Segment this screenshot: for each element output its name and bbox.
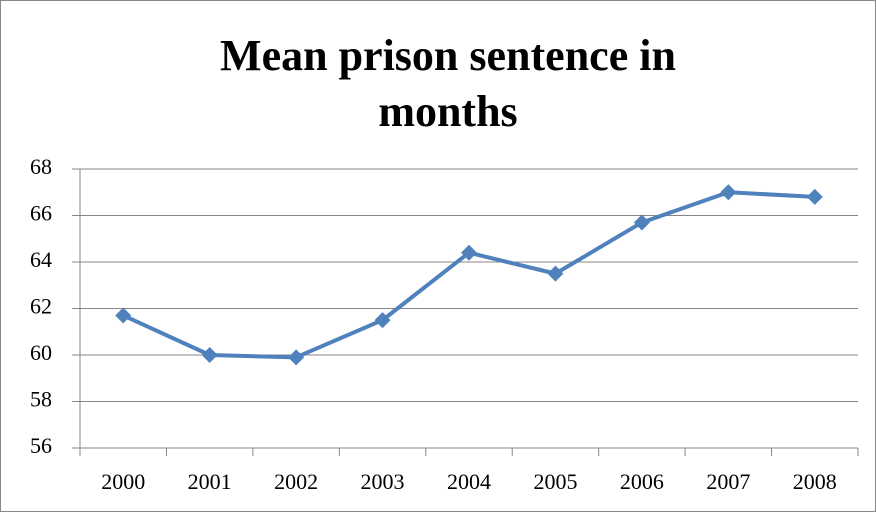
data-point: [633, 214, 650, 231]
y-tick-label: 58: [30, 387, 52, 412]
y-tick-label: 60: [30, 340, 52, 365]
x-tick-label: 2006: [620, 469, 664, 494]
x-tick-label: 2008: [793, 469, 837, 494]
data-point: [547, 265, 564, 282]
y-tick-label: 64: [30, 247, 52, 272]
x-tick-label: 2005: [533, 469, 577, 494]
x-tick-label: 2007: [706, 469, 750, 494]
y-tick-label: 66: [30, 201, 52, 226]
data-point: [115, 307, 132, 324]
data-point: [374, 312, 391, 329]
y-tick-label: 62: [30, 294, 52, 319]
data-point: [201, 347, 218, 363]
chart-title: Mean prison sentence in months: [220, 31, 676, 136]
data-point: [288, 349, 305, 366]
x-tick-label: 2001: [188, 469, 232, 494]
data-point: [720, 184, 737, 201]
x-tick-label: 2004: [447, 469, 491, 494]
y-tick-label: 68: [30, 154, 52, 179]
x-tick-label: 2000: [101, 469, 145, 494]
y-tick-label: 56: [30, 433, 52, 458]
data-point: [806, 188, 823, 205]
x-tick-label: 2003: [361, 469, 405, 494]
data-point: [461, 244, 477, 261]
x-tick-label: 2002: [274, 469, 318, 494]
